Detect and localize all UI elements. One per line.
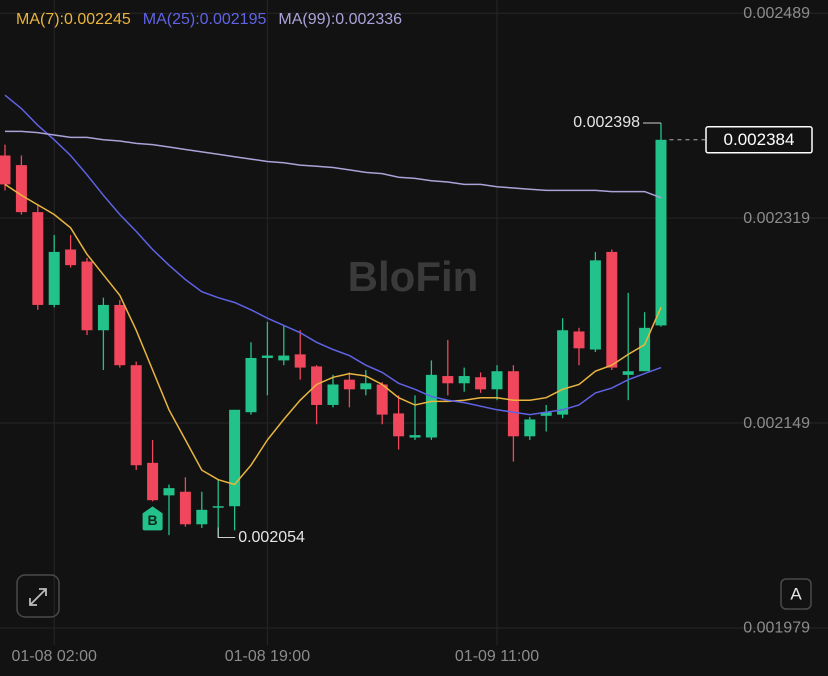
y-tick-label: 0.002319	[743, 210, 810, 227]
buy-marker-label: B	[148, 512, 158, 528]
candle-body	[458, 376, 470, 384]
candle-body	[442, 376, 454, 384]
candle-body	[343, 379, 355, 390]
candle-body	[130, 365, 142, 466]
candle-body	[327, 384, 339, 405]
last-price-label: 0.002384	[724, 130, 795, 149]
ma-line	[4, 94, 662, 416]
candle-body	[606, 251, 618, 368]
ma-line	[4, 183, 662, 486]
candle-body	[97, 304, 109, 331]
watermark: BloFin	[348, 253, 479, 300]
candle-body	[48, 251, 60, 305]
x-tick-label: 01-08 02:00	[11, 648, 97, 665]
candle-body	[360, 383, 372, 390]
last-price-box	[705, 126, 813, 154]
candle-body	[15, 165, 27, 213]
y-tick-label: 0.002489	[743, 5, 810, 22]
candle-body	[507, 371, 519, 437]
low-label: 0.002054	[238, 529, 305, 546]
candle-body	[32, 212, 44, 305]
legend-entry: MA(25):0.002195	[143, 11, 267, 28]
y-tick-label: 0.002149	[743, 415, 810, 432]
candle-body	[409, 435, 421, 438]
candle-body	[163, 488, 175, 496]
candle-body	[573, 331, 585, 349]
plot-area: 0.002398 0.002054 0.002384 B	[0, 94, 813, 546]
candle-body	[393, 413, 405, 437]
candle-body	[589, 260, 601, 350]
candle-body	[81, 261, 93, 331]
low-connector	[217, 527, 236, 539]
candle-body	[0, 155, 11, 185]
candle-body	[425, 374, 437, 438]
buy-marker	[142, 506, 163, 531]
candle-body	[212, 506, 224, 508]
candle-body	[491, 371, 503, 390]
candle-body	[524, 419, 536, 437]
candle-body	[229, 409, 241, 507]
candle-body	[376, 384, 388, 415]
expand-icon	[29, 588, 47, 606]
candle-body	[278, 355, 290, 361]
candle-body	[557, 330, 569, 415]
candle-body	[114, 304, 126, 366]
candle-body	[475, 377, 487, 390]
candle-body	[245, 357, 257, 413]
candle-body	[655, 139, 667, 326]
candle-body	[261, 355, 273, 358]
candle-body	[639, 327, 651, 372]
candle-body	[147, 462, 159, 501]
auto-scale-frame[interactable]	[780, 578, 812, 610]
auto-scale-label[interactable]: A	[790, 584, 802, 603]
candle-body	[65, 249, 77, 266]
candle-body	[540, 412, 552, 416]
expand-button[interactable]	[16, 574, 60, 618]
candle-body	[196, 509, 208, 525]
candle-body	[311, 366, 323, 405]
candle-body	[622, 371, 634, 375]
y-tick-label: 0.001979	[743, 620, 810, 637]
legend-entry: MA(7):0.002245	[16, 11, 131, 28]
x-tick-label: 01-09 11:00	[455, 648, 539, 665]
candle-body	[294, 354, 306, 368]
ma-line	[5, 130, 662, 199]
legend-entry: MA(99):0.002336	[278, 11, 402, 28]
x-tick-label: 01-08 19:00	[225, 648, 311, 665]
candle-body	[179, 491, 191, 525]
high-label: 0.002398	[573, 114, 640, 131]
auto-scale-button[interactable]: A	[780, 578, 812, 610]
expand-button-frame[interactable]	[16, 574, 60, 618]
